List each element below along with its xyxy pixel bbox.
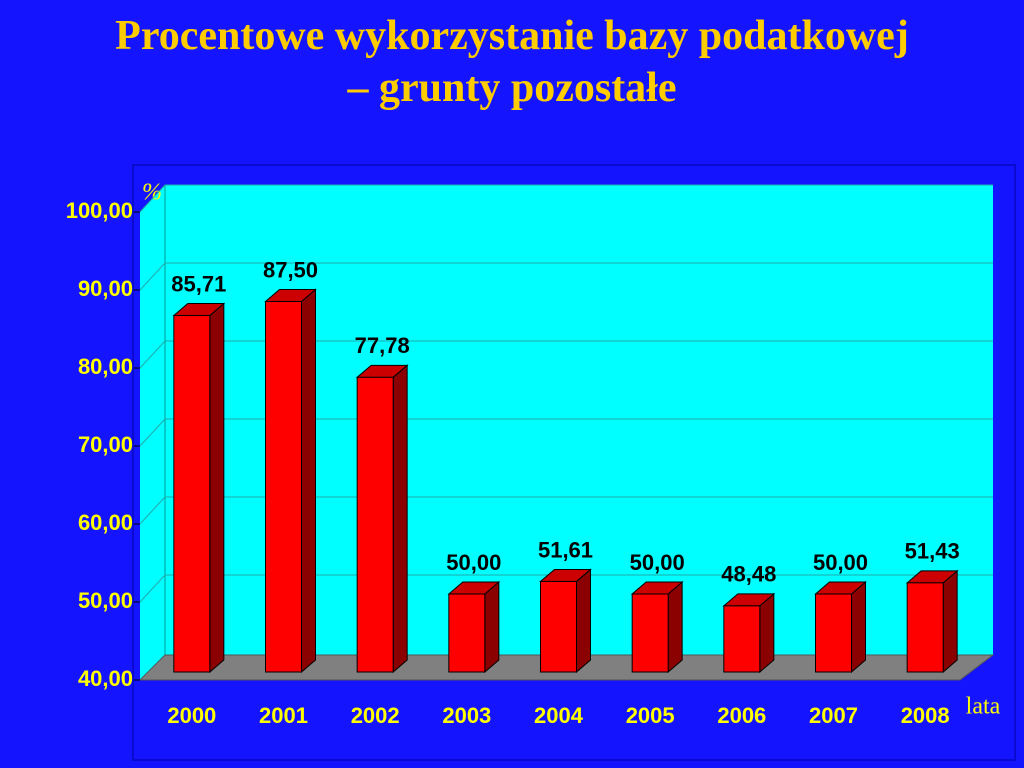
x-tick-label: 2007 [809,703,858,728]
value-label: 48,48 [721,562,776,587]
grid-line [139,496,993,525]
y-tick-label: 50,00 [78,588,133,613]
x-tick-label: 2004 [534,703,584,728]
y-tick-label: 80,00 [78,354,133,379]
x-tick-label: 2003 [442,703,491,728]
value-label: 77,78 [355,333,410,358]
value-label: 85,71 [171,271,226,296]
bar-side [576,568,591,674]
value-label: 51,61 [538,537,593,562]
x-tick-label: 2006 [717,703,766,728]
value-label: 50,00 [813,550,868,575]
grid-line [139,574,993,603]
x-tick-label: 2000 [167,703,216,728]
x-tick-label: 2002 [351,703,400,728]
x-tick-label: 2008 [901,703,950,728]
bar-side [759,592,775,674]
bar [448,593,486,673]
bar [540,580,577,673]
y-tick-label: 60,00 [78,510,133,535]
y-axis-label: % [142,180,162,206]
value-label: 50,00 [446,550,501,575]
grid-line [139,184,993,213]
bar-side [301,288,316,674]
grid-line [139,418,993,447]
bar-side [392,364,408,674]
bar-side [484,580,500,674]
grid-line [139,340,993,369]
grid-line [139,262,993,291]
bar-side [942,569,958,674]
bar [723,605,761,673]
bar [265,301,302,673]
bar [815,593,852,673]
y-tick-label: 100,00 [66,198,133,223]
value-label: 50,00 [630,550,685,575]
plot-wall [140,185,993,680]
bar [356,376,394,673]
plot-frame [132,164,1016,761]
x-tick-label: 2001 [259,703,308,728]
bar-side [851,580,866,674]
chart-title: Procentowe wykorzystanie bazy podatkowej… [115,13,909,111]
bar [906,582,944,673]
bar [173,314,211,673]
value-label: 87,50 [263,257,318,282]
y-tick-label: 40,00 [78,666,133,691]
value-label: 51,43 [905,539,960,564]
bar-side [667,580,683,674]
bar [631,593,669,673]
bar-side [209,302,225,674]
y-tick-label: 70,00 [78,432,133,457]
y-tick-label: 90,00 [78,276,133,301]
x-tick-label: 2005 [626,703,675,728]
x-axis-label: lata [966,694,1001,720]
